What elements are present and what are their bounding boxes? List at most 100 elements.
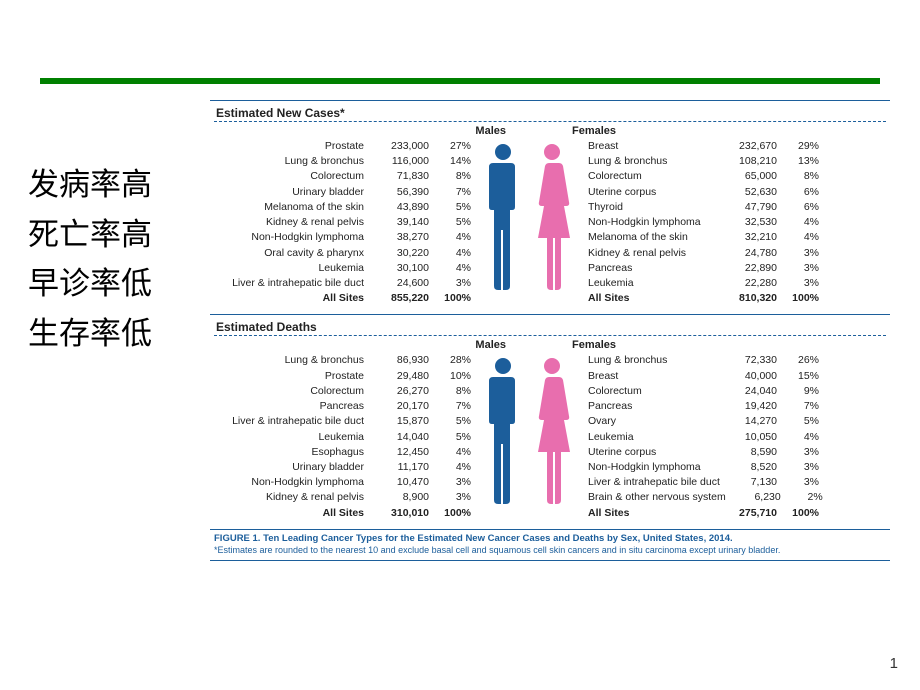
table-row: Uterine corpus 52,630 6% bbox=[582, 185, 842, 200]
table-row: Non-Hodgkin lymphoma 8,520 3% bbox=[582, 460, 842, 475]
cancer-type: Leukemia bbox=[582, 276, 722, 291]
percent: 6% bbox=[777, 200, 819, 215]
cancer-type: Pancreas bbox=[582, 399, 722, 414]
female-figure-icon bbox=[531, 141, 573, 296]
total-count: 310,010 bbox=[374, 506, 429, 521]
cancer-type: Colorectum bbox=[582, 384, 722, 399]
count: 116,000 bbox=[374, 154, 429, 169]
table-row: Colorectum 71,830 8% bbox=[214, 169, 474, 184]
percent: 7% bbox=[429, 185, 471, 200]
cancer-type: Leukemia bbox=[582, 430, 722, 445]
percent: 5% bbox=[429, 215, 471, 230]
percent: 4% bbox=[429, 246, 471, 261]
count: 86,930 bbox=[374, 353, 429, 368]
count: 233,000 bbox=[374, 139, 429, 154]
table-row: Lung & bronchus 116,000 14% bbox=[214, 154, 474, 169]
count: 12,450 bbox=[374, 445, 429, 460]
table-row: Pancreas 19,420 7% bbox=[582, 399, 842, 414]
count: 20,170 bbox=[374, 399, 429, 414]
percent: 10% bbox=[429, 369, 471, 384]
count: 10,470 bbox=[374, 475, 429, 490]
count: 10,050 bbox=[722, 430, 777, 445]
table-row: Prostate 233,000 27% bbox=[214, 139, 474, 154]
data-area: Lung & bronchus 86,930 28%Prostate 29,48… bbox=[214, 353, 886, 520]
table-row: Thyroid 47,790 6% bbox=[582, 200, 842, 215]
table-row: Ovary 14,270 5% bbox=[582, 414, 842, 429]
percent: 3% bbox=[429, 475, 471, 490]
percent: 7% bbox=[777, 399, 819, 414]
total-percent: 100% bbox=[777, 291, 819, 306]
count: 8,520 bbox=[722, 460, 777, 475]
count: 14,040 bbox=[374, 430, 429, 445]
table-row: Non-Hodgkin lymphoma 10,470 3% bbox=[214, 475, 474, 490]
cancer-type: Urinary bladder bbox=[214, 185, 374, 200]
cancer-type: Brain & other nervous system bbox=[582, 490, 726, 505]
caption-title: FIGURE 1. Ten Leading Cancer Types for t… bbox=[214, 533, 886, 545]
table-row: Lung & bronchus 86,930 28% bbox=[214, 353, 474, 368]
cancer-type: Prostate bbox=[214, 139, 374, 154]
percent: 8% bbox=[429, 169, 471, 184]
count: 19,420 bbox=[722, 399, 777, 414]
table-row: Non-Hodgkin lymphoma 38,270 4% bbox=[214, 230, 474, 245]
table-row: Prostate 29,480 10% bbox=[214, 369, 474, 384]
table-row: Melanoma of the skin 32,210 4% bbox=[582, 230, 842, 245]
cancer-type: Uterine corpus bbox=[582, 445, 722, 460]
table-row: Melanoma of the skin 43,890 5% bbox=[214, 200, 474, 215]
table-row: Esophagus 12,450 4% bbox=[214, 445, 474, 460]
percent: 14% bbox=[429, 154, 471, 169]
percent: 8% bbox=[429, 384, 471, 399]
cancer-type: Oral cavity & pharynx bbox=[214, 246, 374, 261]
cancer-type: Kidney & renal pelvis bbox=[214, 490, 374, 505]
count: 52,630 bbox=[722, 185, 777, 200]
percent: 2% bbox=[781, 490, 823, 505]
table-row: Urinary bladder 56,390 7% bbox=[214, 185, 474, 200]
count: 8,590 bbox=[722, 445, 777, 460]
table-row: Leukemia 10,050 4% bbox=[582, 430, 842, 445]
total-label: All Sites bbox=[582, 506, 722, 521]
percent: 3% bbox=[777, 246, 819, 261]
female-table: Breast 232,670 29%Lung & bronchus 108,21… bbox=[582, 139, 842, 306]
table-row: Leukemia 30,100 4% bbox=[214, 261, 474, 276]
side-line: 死亡率高 bbox=[28, 210, 152, 260]
table-row: Uterine corpus 8,590 3% bbox=[582, 445, 842, 460]
cancer-type: Lung & bronchus bbox=[214, 353, 374, 368]
count: 22,890 bbox=[722, 261, 777, 276]
count: 8,900 bbox=[374, 490, 429, 505]
section-title: Estimated New Cases* bbox=[214, 104, 886, 122]
total-count: 810,320 bbox=[722, 291, 777, 306]
female-table: Lung & bronchus 72,330 26%Breast 40,000 … bbox=[582, 353, 842, 520]
table-row: Leukemia 22,280 3% bbox=[582, 276, 842, 291]
percent: 3% bbox=[429, 490, 471, 505]
male-header: Males bbox=[214, 125, 512, 137]
count: 30,220 bbox=[374, 246, 429, 261]
gender-headers: Males Females bbox=[214, 339, 886, 353]
table-row: Breast 40,000 15% bbox=[582, 369, 842, 384]
count: 26,270 bbox=[374, 384, 429, 399]
count: 11,170 bbox=[374, 460, 429, 475]
total-label: All Sites bbox=[214, 291, 374, 306]
data-area: Prostate 233,000 27%Lung & bronchus 116,… bbox=[214, 139, 886, 306]
percent: 6% bbox=[777, 185, 819, 200]
total-label: All Sites bbox=[582, 291, 722, 306]
table-row: Kidney & renal pelvis 24,780 3% bbox=[582, 246, 842, 261]
percent: 3% bbox=[777, 276, 819, 291]
cancer-type: Kidney & renal pelvis bbox=[582, 246, 722, 261]
cancer-type: Colorectum bbox=[214, 169, 374, 184]
percent: 4% bbox=[429, 230, 471, 245]
count: 32,530 bbox=[722, 215, 777, 230]
percent: 27% bbox=[429, 139, 471, 154]
table-row: Liver & intrahepatic bile duct 15,870 5% bbox=[214, 414, 474, 429]
count: 108,210 bbox=[722, 154, 777, 169]
percent: 4% bbox=[777, 230, 819, 245]
count: 38,270 bbox=[374, 230, 429, 245]
table-row: Pancreas 20,170 7% bbox=[214, 399, 474, 414]
cancer-type: Urinary bladder bbox=[214, 460, 374, 475]
cancer-type: Liver & intrahepatic bile duct bbox=[214, 276, 374, 291]
total-percent: 100% bbox=[777, 506, 819, 521]
percent: 3% bbox=[777, 445, 819, 460]
table-row: Lung & bronchus 108,210 13% bbox=[582, 154, 842, 169]
cancer-type: Uterine corpus bbox=[582, 185, 722, 200]
table-row: Oral cavity & pharynx 30,220 4% bbox=[214, 246, 474, 261]
cancer-type: Non-Hodgkin lymphoma bbox=[214, 230, 374, 245]
percent: 7% bbox=[429, 399, 471, 414]
